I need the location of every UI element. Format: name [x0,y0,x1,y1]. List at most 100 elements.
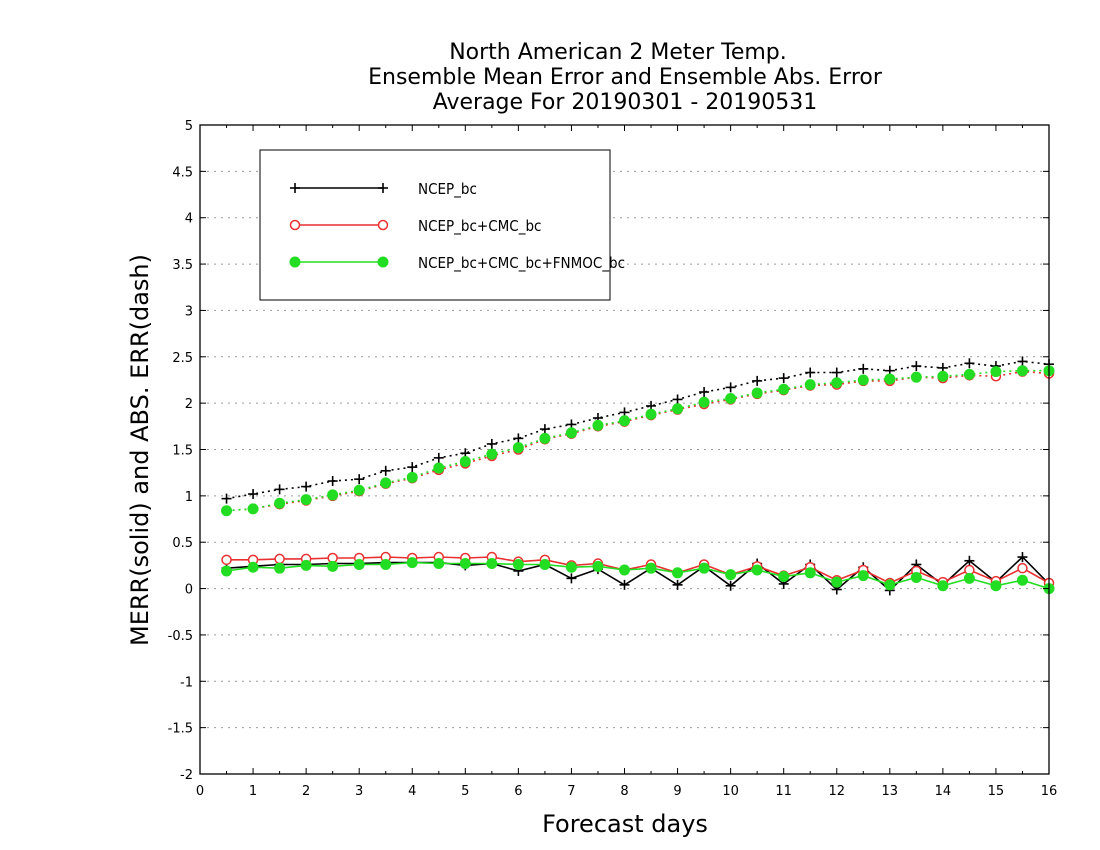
data-point-abs_err-0 [964,358,975,369]
data-point-abs_err-2 [645,408,657,420]
data-point-abs_err-0 [486,438,497,449]
data-point-abs_err-0 [248,489,259,500]
data-point-merr-2 [857,570,869,582]
data-point-merr-2 [910,571,922,583]
data-point-abs_err-0 [858,363,869,374]
data-point-merr-2 [327,560,339,572]
data-point-merr-2 [778,571,790,583]
data-point-merr-0 [964,555,975,566]
data-point-abs_err-2 [804,379,816,391]
data-point-abs_err-2 [619,415,630,427]
data-point-merr-2 [300,559,312,571]
data-point-abs_err-2 [725,393,737,405]
data-point-abs_err-0 [513,433,524,444]
data-point-merr-2 [221,565,233,577]
data-point-abs_err-2 [512,442,524,454]
data-point-merr-2 [539,558,551,570]
data-point-abs_err-0 [805,367,816,378]
data-point-merr-2 [725,569,737,581]
x-tick-label: 2 [302,784,310,799]
y-tick-label: 5 [185,119,193,134]
data-point-merr-2 [1016,574,1028,586]
data-point-abs_err-2 [539,432,551,444]
x-tick-label: 13 [882,784,899,799]
data-point-merr-2 [884,579,896,591]
data-point-merr-2 [274,562,286,574]
data-point-merr-2 [804,567,816,579]
y-tick-label: 2 [185,397,193,412]
x-tick-label: 6 [514,784,522,799]
data-point-abs_err-2 [831,377,843,389]
series-line-abs_err-0 [226,360,1050,500]
data-point-abs_err-0 [301,481,312,492]
data-point-merr-2 [751,564,763,576]
data-point-abs_err-2 [327,489,339,501]
data-point-abs_err-2 [459,456,471,468]
x-tick-label: 9 [673,784,681,799]
legend-items: NCEP_bc NCEP_bc+CMC_bc NCEP_bc+CMC_bc+FNMO… [289,180,625,273]
data-point-abs_err-0 [778,373,789,384]
data-point-abs_err-0 [221,493,232,504]
data-point-merr-2 [486,558,498,570]
data-point-abs_err-2 [221,505,233,517]
x-tick-label: 0 [196,784,204,799]
data-point-merr-2 [937,580,949,592]
legend-marker-1 [377,219,389,231]
data-point-abs_err-0 [274,484,285,495]
data-point-merr-2 [512,558,524,570]
data-point-abs_err-0 [539,424,550,435]
data-point-abs_err-0 [911,361,922,372]
data-point-abs_err-2 [884,373,896,385]
legend-label-0: NCEP_bc [418,180,477,199]
data-point-abs_err-2 [937,370,949,382]
y-tick-label: 4.5 [172,165,193,180]
chart-title-line-2: Ensemble Mean Error and Ensemble Abs. Er… [368,65,883,90]
data-point-abs_err-0 [725,382,736,393]
series-line-merr-0 [226,555,1050,592]
data-point-abs_err-2 [353,484,365,496]
y-tick-label: 0 [185,583,193,598]
data-point-abs_err-2 [406,471,418,483]
legend-marker-1 [289,219,301,231]
data-point-abs_err-2 [300,494,312,506]
x-tick-label: 15 [988,784,1005,799]
y-tick-label: 3.5 [172,258,193,273]
x-tick-label: 1 [249,784,257,799]
data-point-abs_err-2 [857,374,869,386]
x-tick-label: 10 [722,784,739,799]
data-point-merr-2 [645,562,657,574]
data-point-abs_err-0 [672,394,683,405]
legend: NCEP_bc NCEP_bc+CMC_bc NCEP_bc+CMC_bc+FNMO… [259,149,625,301]
y-tick-label: 1 [185,490,193,505]
data-point-abs_err-0 [1017,356,1028,367]
x-axis-label: Forecast days [542,810,708,838]
series-line-abs_err-1 [226,370,1050,512]
data-point-abs_err-2 [247,503,259,515]
data-point-merr-0 [619,579,630,590]
data-point-merr-2 [247,561,259,573]
y-tick-label: 0.5 [172,536,193,551]
legend-marker-0 [290,183,300,193]
data-point-merr-2 [672,567,684,579]
data-point-merr-0 [725,580,736,591]
series-1 [221,366,1055,589]
chart-title-line-1: North American 2 Meter Temp. [449,40,787,65]
tick-layer: -2-1.5-1-0.500.511.522.533.544.550 1 2 3 4 5 6… [168,119,1058,799]
data-point-abs_err-0 [380,465,391,476]
y-tick-label: 1.5 [172,444,193,459]
data-point-abs_err-2 [751,387,763,399]
data-point-abs_err-2 [433,462,445,474]
data-point-merr-1 [274,553,285,565]
data-point-merr-2 [592,560,604,572]
legend-marker-2 [377,256,389,268]
data-point-abs_err-2 [778,383,790,395]
x-tick-label: 14 [935,784,952,799]
x-tick-label: 3 [355,784,363,799]
y-tick-label: -1 [180,675,193,690]
data-point-abs_err-2 [910,371,922,383]
series-line-abs_err-2 [226,369,1049,512]
series-2 [221,365,1055,595]
y-tick-label: -1.5 [168,722,193,737]
data-point-abs_err-2 [380,477,392,489]
